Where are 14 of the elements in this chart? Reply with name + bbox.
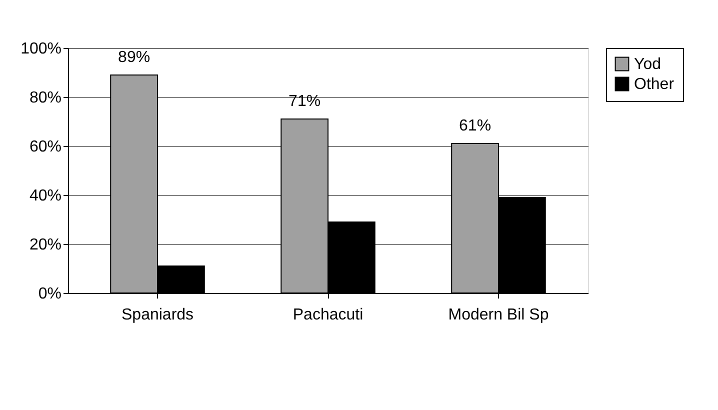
x-tick-label: Modern Bil Sp [448,306,549,324]
data-label: 71% [288,93,321,110]
legend-label: Yod [634,56,661,73]
y-tick-label: 20% [29,236,62,254]
y-tick-label: 100% [20,40,62,58]
x-tick-label: Pachacuti [292,306,364,324]
x-tick-label: Spaniards [121,306,194,324]
y-tick-label: 40% [29,188,62,204]
y-tick-label: 0% [38,286,62,302]
data-label: 89% [118,48,150,66]
y-tick-label: 80% [29,90,62,106]
legend-label: Other [634,76,675,93]
y-tick-label: 60% [29,138,62,156]
data-label: 61% [459,118,492,135]
